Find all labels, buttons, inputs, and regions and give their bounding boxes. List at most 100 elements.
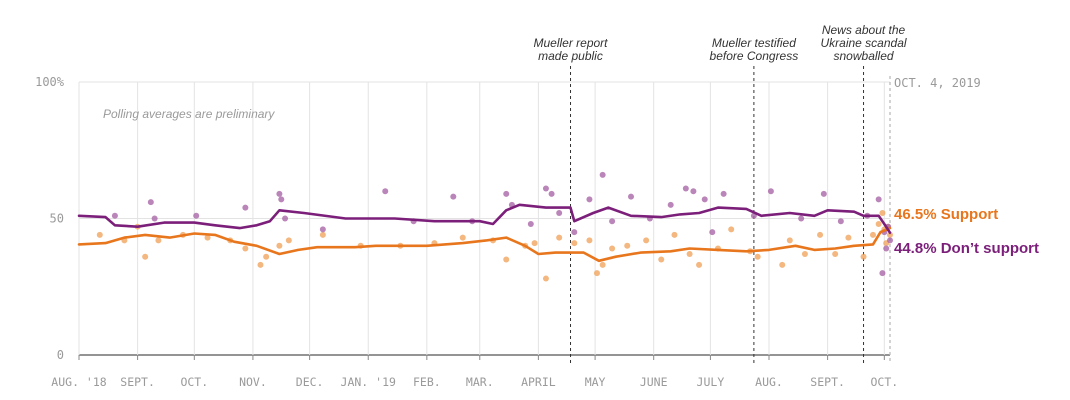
end-label-don-t-support: 44.8% Don’t support xyxy=(894,240,1039,257)
x-tick-label: JUNE xyxy=(640,375,668,389)
poll-point-support xyxy=(503,256,510,263)
poll-point-support xyxy=(832,250,839,257)
poll-point-support xyxy=(728,226,735,233)
poll-point-don-t-support xyxy=(720,190,727,197)
x-tick-label: DEC. xyxy=(296,375,324,389)
poll-point-don-t-support xyxy=(599,171,606,178)
poll-point-support xyxy=(875,220,882,227)
poll-point-support xyxy=(142,253,149,260)
poll-point-don-t-support xyxy=(542,185,549,192)
poll-point-don-t-support xyxy=(682,185,689,192)
poll-point-support xyxy=(276,242,283,249)
event-label: News about the xyxy=(822,23,906,37)
poll-point-don-t-support xyxy=(586,196,593,203)
series-end-labels: 46.5% Support 44.8% Don’t support xyxy=(894,206,1039,257)
poll-point-don-t-support xyxy=(319,226,326,233)
poll-point-don-t-support xyxy=(667,201,674,208)
event-label: made public xyxy=(538,49,603,63)
poll-point-support xyxy=(887,231,893,238)
poll-point-support xyxy=(599,261,606,268)
x-tick-label: OCT. xyxy=(870,375,898,389)
x-tick-label: NOV. xyxy=(239,375,267,389)
y-tick-label: 0 xyxy=(57,348,64,362)
poll-point-support xyxy=(845,234,852,241)
poll-point-support xyxy=(542,275,549,282)
poll-point-support xyxy=(242,245,249,252)
poll-point-don-t-support xyxy=(887,237,893,244)
x-tick-label: SEPT. xyxy=(810,375,845,389)
event-label: Mueller report xyxy=(533,36,608,50)
poll-point-support xyxy=(257,261,264,268)
poll-point-don-t-support xyxy=(820,190,827,197)
x-tick-label: JAN. '19 xyxy=(341,375,396,389)
x-tick-label: APRIL xyxy=(521,375,556,389)
poll-point-support xyxy=(319,231,326,238)
poll-point-support xyxy=(696,261,703,268)
poll-point-don-t-support xyxy=(837,218,844,225)
x-tick-label: AUG. '18 xyxy=(51,375,106,389)
poll-point-don-t-support xyxy=(767,188,774,195)
poll-point-support xyxy=(609,245,616,252)
poll-point-support xyxy=(459,234,466,241)
poll-point-don-t-support xyxy=(450,193,457,200)
x-tick-label: JULY xyxy=(697,375,725,389)
event-label: Mueller testified xyxy=(712,36,796,50)
poll-point-don-t-support xyxy=(503,190,510,197)
x-tick-label: FEB. xyxy=(413,375,441,389)
poll-point-don-t-support xyxy=(879,270,886,277)
x-tick-label: SEPT. xyxy=(120,375,155,389)
poll-point-support xyxy=(658,256,665,263)
y-tick-label: 50 xyxy=(50,212,64,226)
poll-point-support xyxy=(263,253,270,260)
poll-point-support xyxy=(754,253,761,260)
poll-point-support xyxy=(285,237,292,244)
average-line-don-t-support xyxy=(77,203,892,234)
x-tick-label: OCT. xyxy=(180,375,208,389)
poll-point-support xyxy=(571,240,578,247)
poll-point-don-t-support xyxy=(556,210,563,217)
event-label: Ukraine scandal xyxy=(821,36,907,50)
poll-point-don-t-support xyxy=(701,196,708,203)
poll-point-don-t-support xyxy=(628,193,635,200)
poll-point-don-t-support xyxy=(883,245,890,252)
event-label: before Congress xyxy=(710,49,799,63)
poll-point-don-t-support xyxy=(875,196,882,203)
poll-point-don-t-support xyxy=(276,190,283,197)
poll-point-support xyxy=(624,242,631,249)
grid-lines xyxy=(78,81,890,356)
poll-point-support xyxy=(96,231,103,238)
poll-point-support xyxy=(860,253,867,260)
x-tick-label: MAR. xyxy=(466,375,494,389)
poll-point-don-t-support xyxy=(548,190,555,197)
y-tick-label: 100% xyxy=(35,75,65,89)
poll-point-don-t-support xyxy=(282,215,289,222)
poll-point-don-t-support xyxy=(382,188,389,195)
poll-point-support xyxy=(531,240,538,247)
poll-point-don-t-support xyxy=(242,204,249,211)
x-tick-label: AUG. xyxy=(755,375,783,389)
poll-point-support xyxy=(155,237,162,244)
poll-point-support xyxy=(593,270,600,277)
poll-point-don-t-support xyxy=(571,229,578,236)
poll-point-don-t-support xyxy=(609,218,616,225)
poll-point-don-t-support xyxy=(690,188,697,195)
poll-point-support xyxy=(801,250,808,257)
poll-point-support xyxy=(786,237,793,244)
poll-point-support xyxy=(204,234,211,241)
poll-point-support xyxy=(556,234,563,241)
poll-point-don-t-support xyxy=(147,199,154,206)
poll-point-support xyxy=(586,237,593,244)
poll-point-support xyxy=(779,261,786,268)
end-label-support: 46.5% Support xyxy=(894,206,998,223)
poll-point-don-t-support xyxy=(527,220,534,227)
poll-point-support xyxy=(869,231,876,238)
poll-point-don-t-support xyxy=(111,212,118,219)
poll-point-support xyxy=(686,250,693,257)
poll-point-support xyxy=(643,237,650,244)
poll-point-don-t-support xyxy=(193,212,200,219)
poll-point-support xyxy=(671,231,678,238)
average-line-support xyxy=(77,226,892,263)
